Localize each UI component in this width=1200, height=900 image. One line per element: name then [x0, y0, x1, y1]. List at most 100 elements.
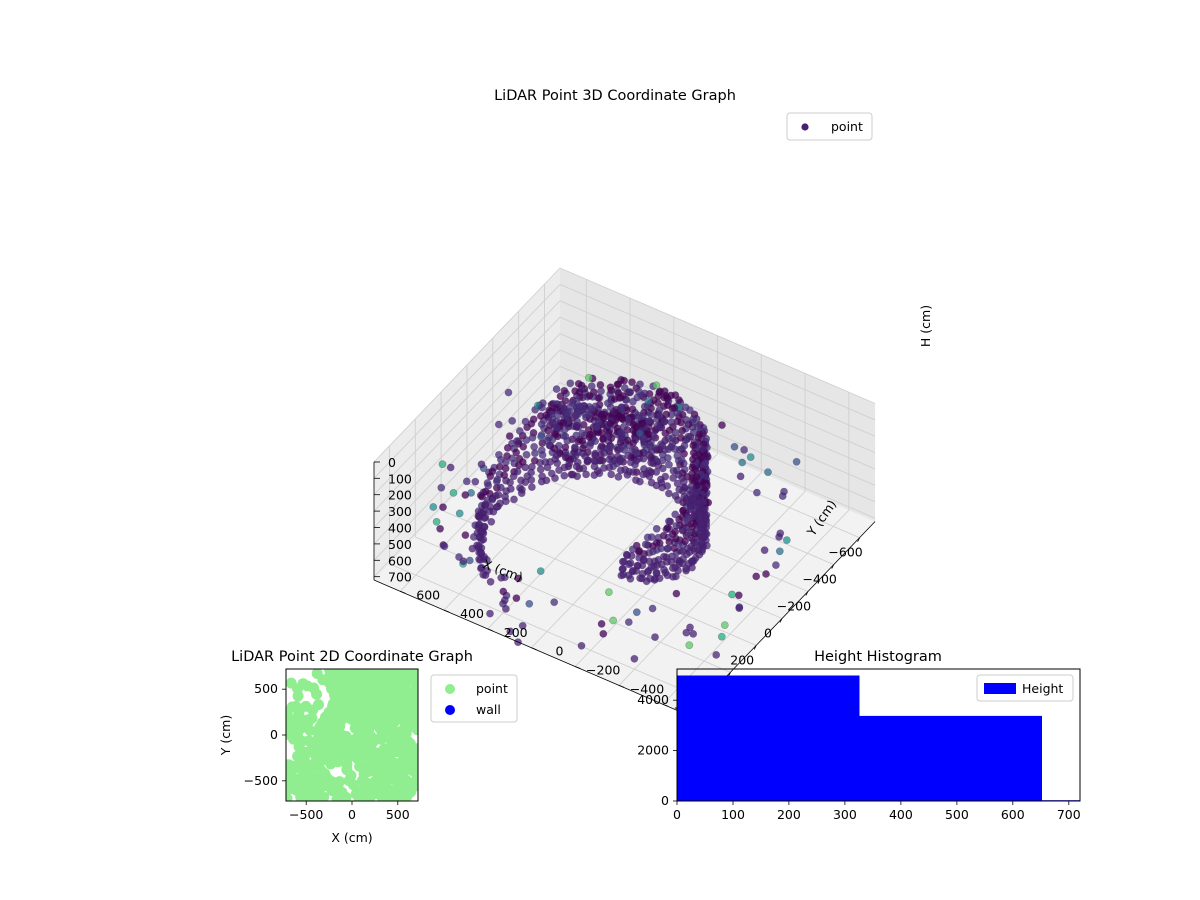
point-3d [738, 458, 747, 467]
point-3d [581, 452, 589, 461]
point-3d [622, 550, 631, 559]
point-3d [569, 470, 577, 479]
point-3d [440, 542, 449, 551]
point-3d [478, 492, 486, 501]
point-3d [552, 385, 561, 393]
point-3d [563, 408, 572, 417]
point-3d [510, 495, 518, 504]
point-2d [286, 793, 293, 801]
point-3d [538, 403, 546, 412]
point-3d [617, 405, 626, 414]
ztick-label: 700 [388, 570, 412, 585]
xtick-hist-label: 200 [777, 807, 801, 822]
point-3d [521, 478, 530, 487]
point-3d [513, 437, 521, 445]
point-2d [307, 704, 319, 716]
ytick-label: −200 [586, 663, 620, 678]
point-3d [506, 484, 515, 493]
point-3d [740, 445, 748, 454]
point-2d [298, 794, 310, 801]
point-3d [634, 413, 643, 422]
point-3d [688, 523, 697, 531]
point-2d [381, 793, 393, 801]
point-2d [391, 776, 403, 788]
point-3d [632, 608, 641, 617]
point-3d [553, 423, 561, 432]
point-3d [647, 458, 656, 467]
point-3d [728, 590, 736, 599]
point-3d [718, 421, 726, 429]
point-3d [494, 420, 503, 429]
point-2d [345, 707, 357, 719]
point-2d [376, 756, 388, 768]
grid-back-z [373, 365, 561, 561]
point-3d [506, 478, 514, 487]
point-3d [537, 432, 545, 441]
point-3d [432, 517, 441, 526]
point-2d [329, 710, 340, 722]
point-2d [376, 729, 388, 741]
point-3d [548, 418, 557, 427]
point-3d [594, 418, 603, 427]
chart-hist: Height Histogram 0 100 200 300 400 500 600 7000… [637, 649, 1081, 822]
point-3d [461, 491, 470, 499]
point-3d [499, 587, 508, 596]
ytick-2d-label: −500 [244, 773, 278, 788]
chart-hist-title: Height Histogram [814, 649, 942, 665]
point-3d [587, 382, 596, 391]
ytick-2d-label: 500 [254, 681, 278, 696]
point-2d [304, 724, 316, 736]
point-3d [635, 554, 644, 562]
point-2d [341, 759, 353, 771]
grid-left-z [559, 267, 876, 404]
chart-3d-legend-label: point [831, 119, 863, 134]
point-3d [620, 384, 629, 392]
point-3d [555, 466, 563, 474]
point-3d [597, 456, 605, 465]
point-2d [389, 746, 401, 758]
point-2d [311, 688, 323, 700]
point-3d [667, 418, 676, 426]
point-2d [286, 774, 297, 786]
point-3d [518, 621, 527, 630]
point-3d [665, 517, 673, 526]
point-3d [477, 460, 486, 469]
point-2d [410, 678, 418, 690]
point-3d [500, 471, 509, 480]
point-3d [476, 564, 485, 573]
point-3d [658, 441, 667, 450]
point-2d [411, 700, 418, 711]
chart-2d-legend-label-wall: wall [476, 702, 501, 717]
ztick-label: 500 [388, 537, 412, 552]
point-2d [336, 700, 348, 712]
chart-2d-legend: point wall [430, 674, 518, 723]
point-3d [624, 451, 632, 460]
chart-3d-legend: point [786, 112, 873, 141]
point-3d [528, 483, 536, 491]
point-2d [360, 694, 372, 706]
point-3d [619, 422, 628, 431]
point-3d [746, 453, 755, 461]
point-3d [531, 449, 539, 458]
point-3d [571, 411, 580, 420]
point-3d [481, 500, 490, 508]
ytick-label: 200 [504, 625, 528, 640]
point-3d [596, 444, 605, 452]
grid-floor-y [618, 491, 806, 686]
point-3d [493, 502, 502, 511]
point-3d [652, 468, 661, 476]
point-3d [698, 545, 707, 554]
xtick-hist-label: 500 [945, 807, 969, 822]
point-3d [586, 442, 594, 450]
point-3d [486, 609, 494, 618]
point-3d [480, 522, 489, 531]
point-3d [429, 503, 438, 511]
point-2d [343, 775, 355, 787]
point-2d [369, 776, 381, 788]
chart-hist-frame [676, 668, 1081, 802]
point-3d [687, 482, 696, 491]
chart-2d-title: LiDAR Point 2D Coordinate Graph [231, 649, 473, 665]
point-3d [752, 572, 761, 581]
point-3d [638, 420, 646, 429]
point-3d [665, 489, 673, 498]
